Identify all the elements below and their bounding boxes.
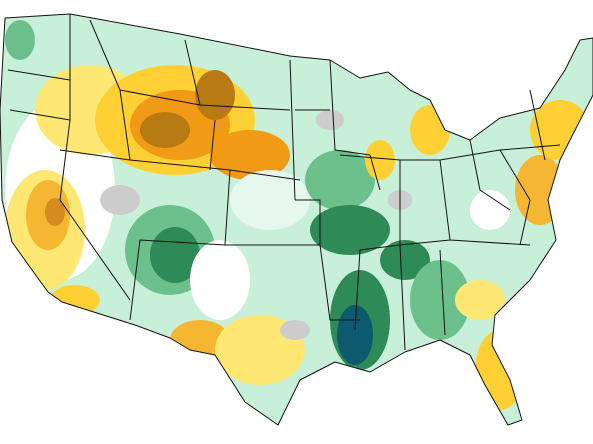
state-borders [0,13,593,426]
